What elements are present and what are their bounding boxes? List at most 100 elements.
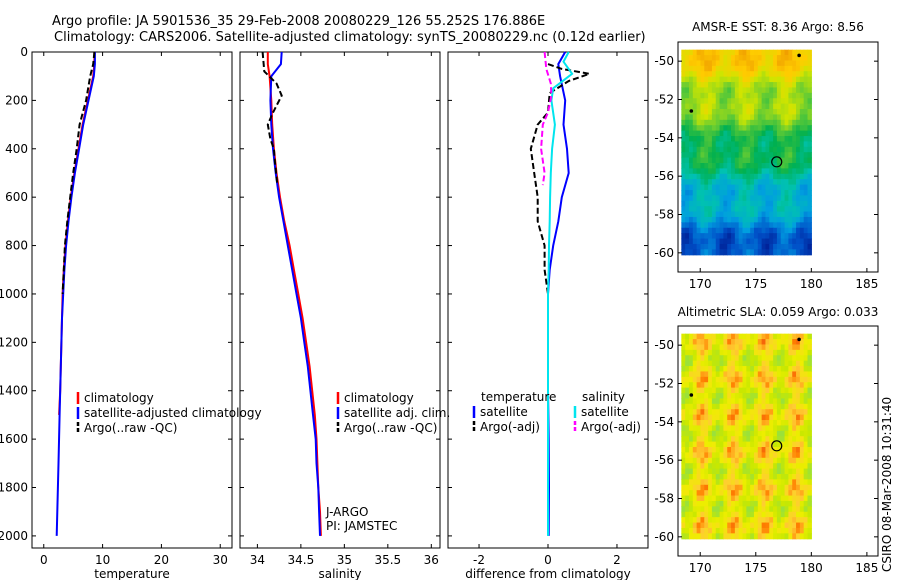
altimetric-sla-map-cell (719, 441, 724, 448)
altimetric-sla-map-cell (696, 349, 702, 356)
altimetric-sla-map-cell (761, 366, 767, 373)
amsre-sst-map-cell (757, 243, 763, 250)
amsre-sst-map-cell (750, 87, 755, 94)
amsre-sst-map-field (681, 49, 812, 256)
amsre-sst-map-cell (792, 243, 797, 250)
altimetric-sla-map-cell (746, 387, 751, 394)
altimetric-sla-map-cell (711, 506, 717, 513)
amsre-sst-map-cell (727, 136, 732, 143)
altimetric-sla-map-cell (719, 339, 724, 346)
altimetric-sla-map-cell (708, 376, 713, 383)
altimetric-sla-map-cell (723, 382, 728, 389)
altimetric-sla-map-cell (692, 452, 698, 459)
altimetric-sla-map-cell (761, 344, 767, 351)
altimetric-sla-map-cell (765, 371, 770, 378)
amsre-sst-map-cell (799, 243, 805, 250)
altimetric-sla-map-cell (727, 522, 732, 529)
altimetric-sla-map-cell (769, 382, 774, 389)
altimetric-sla-map-cell (757, 436, 763, 443)
amsre-sst-map-cell (708, 168, 713, 175)
altimetric-sla-map-cell (776, 484, 782, 491)
amsre-sst-map-cell (711, 87, 717, 94)
altimetric-sla-map-cell (807, 490, 812, 497)
amsre-sst-map-cell (796, 76, 801, 83)
amsre-sst-map-cell (750, 55, 755, 62)
altimetric-sla-map-cell (799, 436, 805, 443)
amsre-sst-map-cell (738, 130, 744, 137)
amsre-sst-map-cell (803, 82, 809, 89)
amsre-sst-map-cell (746, 249, 751, 256)
altimetric-sla-map-cell (807, 473, 812, 480)
altimetric-sla-map-cell (696, 382, 702, 389)
altimetric-sla-map-cell (685, 355, 690, 362)
amsre-sst-map-cell (784, 76, 789, 83)
altimetric-sla-map-cell (780, 360, 786, 367)
amsre-sst-map-cell (715, 65, 721, 72)
amsre-sst-map-cell (727, 243, 732, 250)
amsre-sst-map-cell (708, 222, 713, 229)
altimetric-sla-map-cell (788, 393, 793, 400)
amsre-sst-map-cell (734, 76, 740, 83)
altimetric-sla-map-ytick-label: -56 (654, 453, 674, 467)
amsre-sst-map-cell (769, 222, 774, 229)
altimetric-sla-map-cell (711, 495, 717, 502)
altimetric-sla-map-cell (769, 490, 774, 497)
temperature-profile-series-satellite-adjusted-climatology (55, 52, 96, 536)
altimetric-sla-map-cell (731, 366, 736, 373)
amsre-sst-map-cell (696, 233, 702, 240)
amsre-sst-map-cell (807, 65, 812, 72)
amsre-sst-map-cell (704, 189, 709, 196)
altimetric-sla-map-cell (719, 409, 724, 416)
altimetric-sla-map-cell (704, 473, 709, 480)
amsre-sst-map-cell (688, 189, 694, 196)
amsre-sst-map-cell (776, 130, 782, 137)
amsre-sst-map-cell (784, 109, 789, 116)
amsre-sst-map-cell (688, 238, 694, 245)
altimetric-sla-map-cell (696, 452, 702, 459)
altimetric-sla-map-cell (788, 533, 793, 540)
amsre-sst-map-cell (704, 249, 709, 256)
amsre-sst-map-cell (711, 189, 717, 196)
amsre-sst-map-cell (700, 179, 705, 186)
amsre-sst-map-cell (681, 227, 686, 234)
amsre-sst-map-cell (776, 119, 782, 126)
amsre-sst-map-cell (788, 233, 793, 240)
altimetric-sla-map-cell (704, 430, 709, 437)
altimetric-sla-map-cell (715, 500, 721, 507)
altimetric-sla-map-cell (761, 441, 767, 448)
amsre-sst-map-cell (719, 49, 724, 56)
amsre-sst-map-cell (746, 179, 751, 186)
amsre-sst-map-cell (715, 109, 721, 116)
altimetric-sla-map-cell (719, 436, 724, 443)
altimetric-sla-map-cell (769, 403, 774, 410)
altimetric-sla-map-cell (776, 490, 782, 497)
amsre-sst-map-cell (727, 184, 732, 191)
amsre-sst-map-cell (761, 65, 767, 72)
amsre-sst-map-cell (692, 152, 698, 159)
altimetric-sla-map-cell (746, 506, 751, 513)
altimetric-sla-map-cell (757, 414, 763, 421)
amsre-sst-map-cell (708, 65, 713, 72)
altimetric-sla-map-cell (711, 382, 717, 389)
amsre-sst-map-cell (769, 152, 774, 159)
altimetric-sla-map-cell (776, 387, 782, 394)
amsre-sst-map-cell (696, 92, 702, 99)
altimetric-sla-map-cell (792, 382, 797, 389)
altimetric-sla-map-cell (723, 349, 728, 356)
altimetric-sla-map-cell (708, 333, 713, 340)
altimetric-sla-map-cell (803, 479, 809, 486)
amsre-sst-map-cell (688, 233, 694, 240)
amsre-sst-map-cell (711, 55, 717, 62)
amsre-sst-map-cell (769, 146, 774, 153)
altimetric-sla-map-cell (696, 360, 702, 367)
amsre-sst-map-cell (681, 216, 686, 223)
altimetric-sla-map-cell (685, 366, 690, 373)
altimetric-sla-map-cell (746, 333, 751, 340)
amsre-sst-map-cell (807, 233, 812, 240)
amsre-sst-map-cell (685, 146, 690, 153)
altimetric-sla-map-cell (776, 355, 782, 362)
altimetric-sla-map-cell (776, 403, 782, 410)
amsre-sst-map-cell (796, 168, 801, 175)
altimetric-sla-map-cell (711, 344, 717, 351)
altimetric-sla-map-cell (708, 463, 713, 470)
